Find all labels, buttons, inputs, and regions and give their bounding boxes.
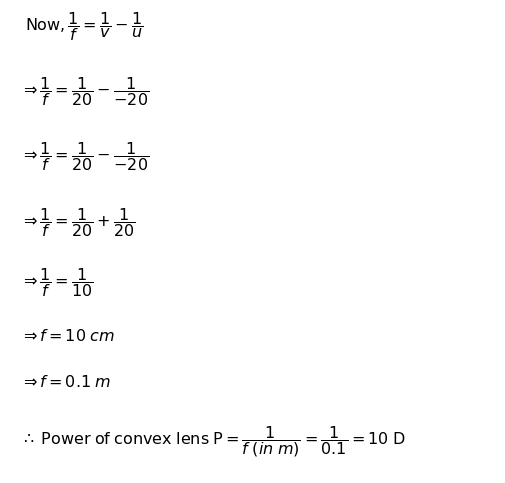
Text: $\Rightarrow \dfrac{1}{f} = \dfrac{1}{10}$: $\Rightarrow \dfrac{1}{f} = \dfrac{1}{10…: [20, 266, 94, 299]
Text: $\Rightarrow \dfrac{1}{f} = \dfrac{1}{20} - \dfrac{1}{-20}$: $\Rightarrow \dfrac{1}{f} = \dfrac{1}{20…: [20, 75, 149, 108]
Text: $\Rightarrow \dfrac{1}{f} = \dfrac{1}{20} + \dfrac{1}{20}$: $\Rightarrow \dfrac{1}{f} = \dfrac{1}{20…: [20, 206, 136, 239]
Text: $\Rightarrow f = 0.1\;m$: $\Rightarrow f = 0.1\;m$: [20, 373, 111, 390]
Text: $\therefore\;\mathrm{Power\;of\;convex\;lens\;P} = \dfrac{1}{f\;(\mathit{in}\;\m: $\therefore\;\mathrm{Power\;of\;convex\;…: [20, 425, 405, 459]
Text: Now,$\,\dfrac{1}{f} = \dfrac{1}{v} - \dfrac{1}{u}$: Now,$\,\dfrac{1}{f} = \dfrac{1}{v} - \df…: [25, 10, 143, 43]
Text: $\Rightarrow \dfrac{1}{f} = \dfrac{1}{20} - \dfrac{1}{-20}$: $\Rightarrow \dfrac{1}{f} = \dfrac{1}{20…: [20, 141, 149, 173]
Text: $\Rightarrow f = 10\;cm$: $\Rightarrow f = 10\;cm$: [20, 327, 115, 344]
